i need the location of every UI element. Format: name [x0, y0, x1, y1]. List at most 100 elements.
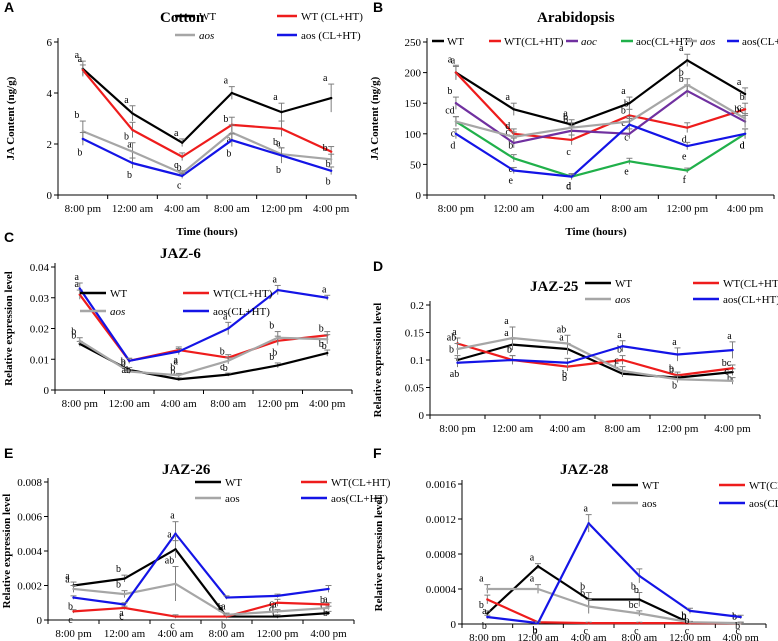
significance-letter: d — [682, 135, 687, 146]
significance-letter: b — [621, 106, 626, 117]
data-point — [731, 379, 734, 383]
data-point — [174, 615, 177, 618]
significance-letter: b — [685, 616, 690, 627]
significance-letter: a — [448, 54, 453, 65]
significance-letter: e — [682, 152, 687, 163]
x-tick-label: 12:00 am — [112, 203, 154, 215]
data-point — [536, 621, 540, 625]
significance-letter: a — [223, 311, 228, 322]
legend-item: aos(CL+HT) — [693, 294, 778, 306]
data-point — [180, 155, 184, 158]
significance-letter: a — [621, 86, 626, 97]
significance-letter: bc — [722, 358, 732, 369]
significance-letter: b — [563, 115, 568, 126]
x-tick-label: 4:00 am — [554, 203, 590, 215]
data-point — [230, 138, 234, 142]
chart-title: Cotton — [160, 10, 205, 26]
significance-letter: b — [740, 92, 745, 103]
x-tick-label: 8:00 pm — [65, 203, 102, 215]
data-point — [621, 369, 624, 373]
legend-label: WT — [225, 477, 242, 489]
significance-letter: b — [220, 347, 225, 358]
data-point — [123, 606, 126, 610]
legend-item: aos (CL+HT) — [277, 30, 361, 42]
legend-label: aos(CL+HT) — [723, 294, 778, 306]
x-tick-label: 4:00 pm — [313, 203, 350, 215]
significance-letter: c — [583, 626, 588, 637]
legend-label: aoc(CL+HT) — [636, 36, 694, 48]
y-tick-label: 0.02 — [30, 324, 49, 336]
significance-letter: ab — [557, 324, 566, 335]
data-point — [688, 609, 692, 613]
data-point — [280, 127, 283, 130]
significance-letter: a — [323, 594, 328, 605]
significance-letter: d — [566, 181, 571, 192]
legend-item: aos(CL+HT) — [183, 306, 270, 318]
y-axis-label: JA Content (ng/g) — [369, 76, 381, 160]
series-line — [79, 336, 328, 377]
data-point — [128, 359, 131, 362]
legend-item: aos — [175, 30, 214, 42]
significance-letter: a — [583, 504, 588, 515]
significance-letter: b — [218, 604, 223, 615]
series-line — [455, 89, 746, 145]
significance-letter: cd — [445, 106, 454, 117]
significance-letter: d — [740, 141, 745, 152]
data-point — [327, 606, 330, 610]
legend-label: aos (CL+HT) — [301, 30, 361, 42]
x-tick-label: 4:00 am — [164, 203, 200, 215]
data-point — [743, 132, 747, 135]
y-tick-label: 4 — [47, 88, 53, 100]
significance-letter: b — [223, 363, 228, 374]
significance-letter: a — [273, 92, 278, 103]
significance-letter: b — [77, 147, 82, 158]
data-point — [180, 141, 184, 144]
data-point — [536, 587, 540, 591]
x-tick-label: 12:00 pm — [261, 203, 303, 215]
significance-letter: e — [624, 166, 629, 177]
legend-label: WT — [615, 278, 632, 290]
data-point — [78, 339, 81, 342]
significance-letter: a — [530, 574, 535, 585]
significance-letter: b — [170, 367, 175, 378]
series-2: bb bbb b — [71, 321, 331, 378]
significance-letter: a — [65, 575, 70, 586]
data-point — [570, 175, 573, 178]
x-tick-label: 8:00 pm — [438, 203, 475, 215]
x-tick-label: 4:00 pm — [714, 423, 751, 435]
y-axis-label: JA Content (ng/g) — [5, 76, 17, 160]
significance-letter: c — [506, 127, 511, 138]
significance-letter: a — [227, 135, 232, 146]
significance-letter: b — [617, 345, 622, 356]
y-tick-label: 0.01 — [30, 354, 49, 366]
significance-letter: b — [218, 602, 223, 613]
chart-panel-F: F JAZ-28 0 0.0004 0.0008 0.0012 0.0016 8:00 pm 1… — [373, 445, 778, 641]
significance-letter: a — [273, 274, 278, 285]
significance-letter: a — [78, 54, 83, 65]
significance-letter: a — [322, 284, 327, 295]
significance-letter: b — [624, 98, 629, 109]
series-line — [487, 587, 741, 625]
data-point — [276, 615, 279, 618]
y-tick-label: 0.04 — [30, 262, 50, 274]
significance-letter: b — [221, 620, 226, 631]
chart-title: JAZ-6 — [160, 246, 201, 262]
y-tick-label: 0.0016 — [426, 479, 457, 491]
significance-letter: a — [323, 73, 328, 84]
series-line — [457, 336, 733, 382]
significance-letter: c — [119, 612, 124, 623]
chart-panel-E: E JAZ-26 0 0.002 0.004 0.006 0.008 8:00 pm 12:00… — [1, 445, 391, 640]
series-line — [82, 137, 332, 177]
significance-letter: d — [740, 141, 745, 152]
significance-letter: b — [276, 165, 281, 176]
legend-item: aos(CL+HT) — [301, 493, 388, 505]
data-point — [174, 582, 177, 585]
significance-letter: b — [507, 345, 512, 356]
significance-letter: b — [74, 110, 79, 121]
significance-letter: b — [507, 345, 512, 356]
legend-label: WT — [110, 288, 127, 300]
data-point — [177, 374, 180, 377]
legend-label: WT(CL+HT) — [331, 477, 391, 489]
